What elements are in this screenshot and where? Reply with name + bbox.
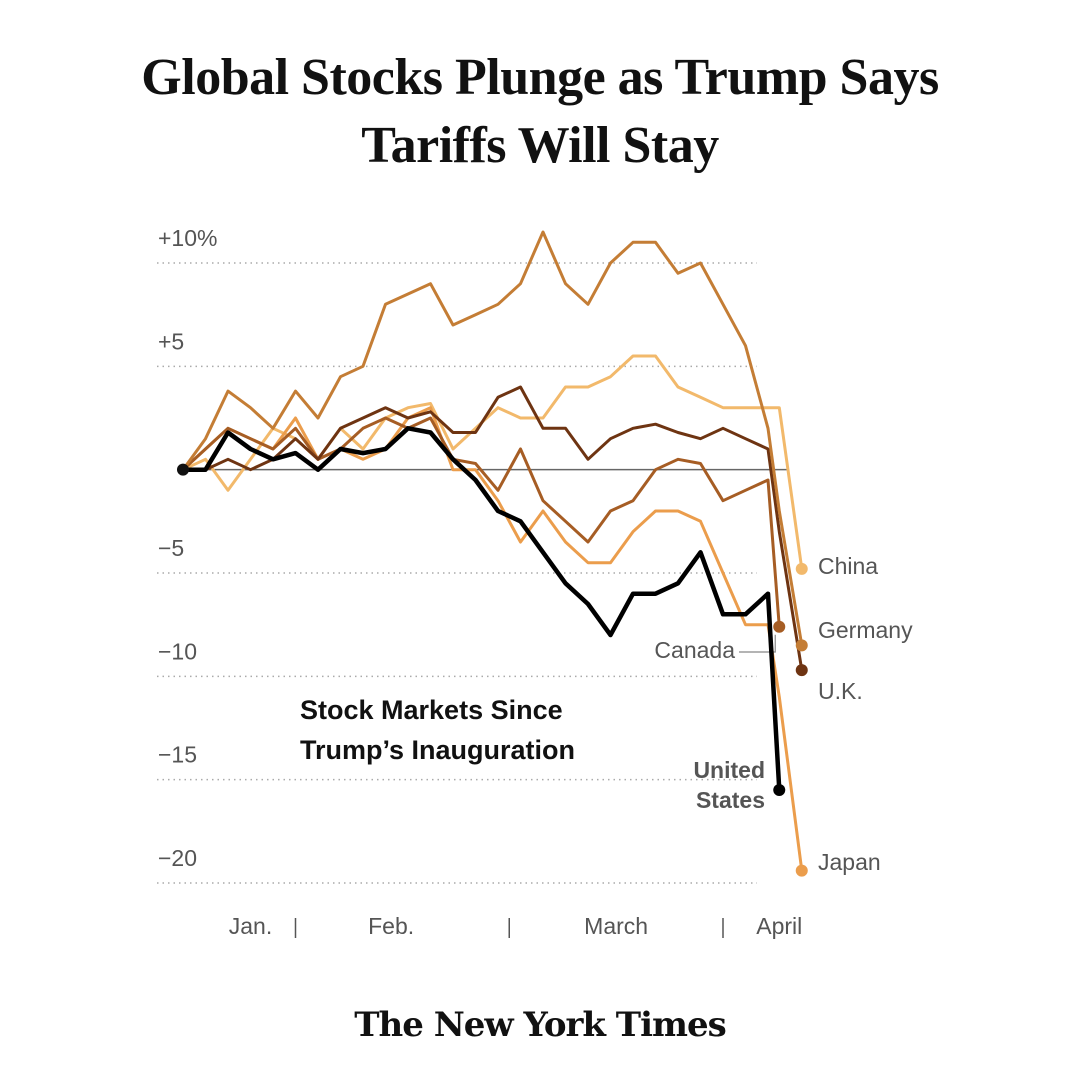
y-tick-label: −5 xyxy=(158,535,184,561)
series-line xyxy=(183,385,804,671)
series-line xyxy=(181,416,781,627)
x-tick-label: Feb. xyxy=(368,913,414,939)
series-label: Canada xyxy=(654,637,735,663)
end-dot xyxy=(795,639,808,652)
series-label: U.K. xyxy=(818,678,863,704)
chart-title: Global Stocks Plunge as Trump Says Tarif… xyxy=(141,49,939,174)
start-dot xyxy=(177,463,189,476)
series-label: United States xyxy=(693,757,765,813)
chart-subtitle: Stock Markets Since Trump’s Inauguration xyxy=(300,695,576,765)
series-line xyxy=(183,426,782,791)
series-line xyxy=(181,230,804,646)
y-tick-label: +5 xyxy=(158,328,184,354)
end-dot xyxy=(795,664,808,677)
x-tick-label: Jan. xyxy=(229,913,272,939)
series-line xyxy=(181,406,804,871)
source: The New York Times xyxy=(354,1005,727,1045)
y-tick-label: −20 xyxy=(158,845,197,871)
leader-line xyxy=(739,634,776,653)
x-tick-label: March xyxy=(584,913,648,939)
x-tick-label: April xyxy=(756,913,802,939)
end-dot xyxy=(795,562,808,575)
series-label: Germany xyxy=(818,617,913,643)
y-tick-label: −10 xyxy=(158,638,197,664)
series-line xyxy=(182,354,804,570)
end-dot xyxy=(773,784,786,796)
end-dot xyxy=(773,620,786,633)
y-tick-label: +10% xyxy=(158,225,217,251)
y-tick-label: −15 xyxy=(158,742,197,768)
series-label: China xyxy=(818,553,878,579)
series-label: Japan xyxy=(818,849,881,875)
end-dot xyxy=(795,864,808,877)
